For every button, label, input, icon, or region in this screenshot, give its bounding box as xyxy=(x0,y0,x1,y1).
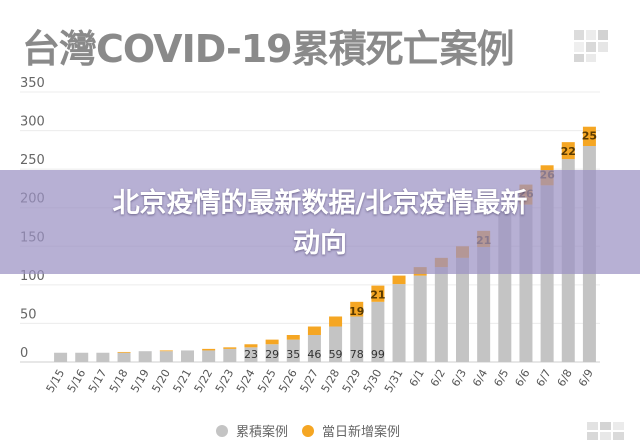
x-tick-label: 5/28 xyxy=(319,367,343,395)
data-label-cumulative: 35 xyxy=(286,348,300,361)
bar-new xyxy=(244,344,258,348)
x-tick-label: 5/21 xyxy=(170,367,194,395)
legend-swatch-cumulative xyxy=(216,425,228,437)
x-tick-label: 5/23 xyxy=(213,367,237,395)
bar-new xyxy=(286,335,300,340)
bar-cumulative xyxy=(202,350,216,362)
bar-new xyxy=(392,275,406,285)
data-label-cumulative: 23 xyxy=(244,348,258,361)
bar-new xyxy=(350,301,364,317)
x-tick-label: 5/27 xyxy=(297,367,321,395)
bar-cumulative xyxy=(413,275,427,362)
logo-icon xyxy=(572,28,612,64)
bar-new xyxy=(371,285,385,302)
x-tick-label: 6/2 xyxy=(428,367,448,389)
x-tick-label: 6/3 xyxy=(449,367,469,389)
legend: 累積案例 當日新增案例 xyxy=(216,424,400,440)
x-tick-label: 5/19 xyxy=(128,367,152,395)
y-tick-label: 350 xyxy=(20,76,45,91)
bar-new xyxy=(202,348,216,351)
bar-cumulative xyxy=(286,339,300,362)
legend-item-new[interactable]: 當日新增案例 xyxy=(302,424,400,440)
bar-cumulative xyxy=(96,352,110,362)
x-tick-label: 6/6 xyxy=(512,367,532,389)
x-tick-label: 5/16 xyxy=(65,367,89,395)
bar-cumulative xyxy=(392,284,406,362)
bar-cumulative xyxy=(434,267,448,362)
bar-cumulative xyxy=(117,352,131,362)
data-label-cumulative: 99 xyxy=(371,348,385,361)
x-tick-label: 5/17 xyxy=(86,367,110,395)
x-tick-label: 6/7 xyxy=(534,367,554,389)
data-label-cumulative: 78 xyxy=(350,348,364,361)
bar-cumulative xyxy=(456,257,469,362)
data-label-new: 22 xyxy=(561,145,576,158)
x-tick-label: 5/26 xyxy=(276,367,300,395)
x-tick-label: 6/1 xyxy=(407,367,427,389)
bar-cumulative xyxy=(138,351,152,362)
bar-cumulative xyxy=(307,335,321,362)
x-tick-label: 5/29 xyxy=(340,367,364,395)
x-axis-ticks: 5/155/165/175/185/195/205/215/225/235/24… xyxy=(44,367,596,395)
bar-new xyxy=(223,347,237,349)
bar-cumulative xyxy=(223,348,237,362)
data-label-cumulative: 46 xyxy=(307,348,321,361)
bar-new xyxy=(117,351,131,353)
bar-cumulative xyxy=(75,352,89,362)
bar-cumulative xyxy=(244,347,258,362)
y-tick-label: 250 xyxy=(20,153,45,168)
bar-new xyxy=(561,142,575,160)
x-tick-label: 5/22 xyxy=(192,367,216,395)
x-tick-label: 6/8 xyxy=(555,367,575,389)
x-tick-label: 5/15 xyxy=(44,367,68,395)
x-tick-label: 6/5 xyxy=(491,367,511,389)
bar-cumulative xyxy=(350,316,364,362)
x-tick-label: 5/30 xyxy=(361,367,385,395)
bar-new xyxy=(307,326,321,335)
bar-cumulative xyxy=(329,326,343,362)
x-tick-label: 5/31 xyxy=(382,367,406,395)
x-tick-label: 6/4 xyxy=(470,367,490,389)
x-tick-label: 5/20 xyxy=(149,367,173,395)
x-tick-label: 5/18 xyxy=(107,367,131,395)
y-tick-label: 0 xyxy=(20,346,28,361)
x-tick-label: 5/25 xyxy=(255,367,279,395)
bar-new xyxy=(582,126,596,146)
legend-item-cumulative[interactable]: 累積案例 xyxy=(216,425,288,440)
bar-cumulative xyxy=(159,351,173,362)
data-label-new: 25 xyxy=(582,130,597,143)
overlay-headline-line2: 动向 xyxy=(293,228,347,259)
legend-label-new: 當日新增案例 xyxy=(322,424,400,440)
overlay-banner xyxy=(0,170,640,274)
data-label-new: 21 xyxy=(370,289,385,302)
bar-cumulative xyxy=(265,344,279,362)
bar-new xyxy=(329,316,343,327)
overlay-headline: 北京疫情的最新数据/北京疫情最新 动向 xyxy=(30,184,610,264)
bar-cumulative xyxy=(477,247,491,362)
bar-cumulative xyxy=(54,352,68,362)
bar-new xyxy=(265,339,279,345)
legend-label-cumulative: 累積案例 xyxy=(236,425,288,440)
watermark-icon xyxy=(586,420,626,442)
legend-swatch-new xyxy=(302,425,314,437)
bar-cumulative xyxy=(181,350,194,362)
data-label-new: 19 xyxy=(349,305,364,318)
y-tick-label: 50 xyxy=(20,307,37,322)
y-tick-label: 300 xyxy=(20,115,45,130)
x-tick-label: 5/24 xyxy=(234,367,258,395)
data-label-cumulative: 59 xyxy=(329,348,343,361)
bar-cumulative xyxy=(371,301,385,362)
overlay-headline-line1: 北京疫情的最新数据/北京疫情最新 xyxy=(112,188,528,219)
data-label-cumulative: 29 xyxy=(265,348,279,361)
chart-title: 台灣COVID-19累積死亡案例 xyxy=(22,27,515,71)
bar-new xyxy=(159,350,173,352)
x-tick-label: 6/9 xyxy=(576,367,596,389)
